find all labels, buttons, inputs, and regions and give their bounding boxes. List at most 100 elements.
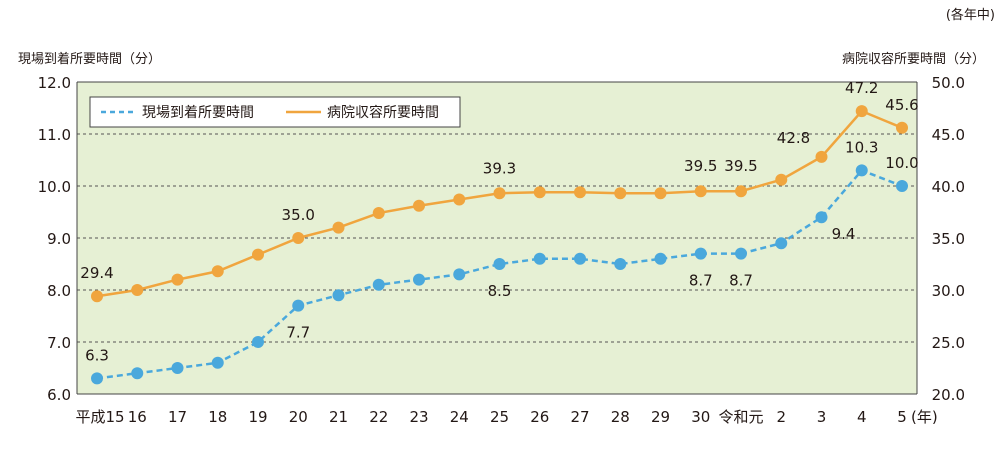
y-tick-right: 40.0 [932,178,965,196]
y-tick-right: 50.0 [932,74,965,92]
data-point-hospital [131,284,144,296]
data-labels: 6.3 7.7 8.5 8.7 8.7 9.4 10.3 10.0 29.4 35.0 39.3 39… [80,79,918,364]
x-tick-label: 16 [128,408,147,426]
data-label-hospital: 47.2 [845,79,878,97]
data-point-arrival [614,258,627,270]
x-tick-label: 平成15 [75,408,124,426]
data-point-hospital [896,121,908,134]
data-point-arrival [775,237,788,250]
data-point-hospital [413,199,425,212]
data-label-arrival: 9.4 [832,225,856,243]
x-tick-label: 20 [289,408,308,426]
y-axis-right-title: 病院収容所要時間（分） [842,51,985,67]
data-label-arrival: 8.7 [729,272,753,290]
data-point-hospital [694,185,707,198]
data-point-arrival [533,252,546,265]
data-label-hospital: 42.8 [777,129,810,147]
data-point-hospital [855,105,868,118]
data-point-arrival [735,247,747,260]
data-point-hospital [533,186,546,199]
chart-note: (各年中) [946,7,995,23]
y-tick-left: 10.0 [38,178,71,196]
x-tick-label: 29 [651,408,670,426]
y-tick-left: 7.0 [47,334,71,352]
data-point-arrival [211,356,224,369]
data-point-arrival [855,164,868,177]
x-tick-label: 18 [208,408,227,426]
legend: 現場到着所要時間 病院収容所要時間 [89,96,461,128]
data-point-hospital [372,207,385,220]
x-tick-label: 28 [611,408,630,426]
data-point-hospital [493,187,506,200]
y-tick-left: 9.0 [47,230,71,248]
y-tick-left: 6.0 [47,386,71,404]
data-label-arrival: 8.5 [488,282,512,300]
data-label-hospital: 45.6 [885,96,918,114]
data-point-arrival [815,211,828,224]
y-tick-right: 45.0 [932,126,965,144]
data-label-hospital: 39.5 [724,157,757,175]
y-tick-right: 25.0 [932,334,965,352]
data-point-hospital [735,185,747,198]
data-label-hospital: 39.3 [483,159,516,177]
axes: 6.0 7.0 8.0 9.0 10.0 11.0 12.0 20.0 25.0 30.0 35.0… [38,74,965,426]
data-point-arrival [493,258,506,270]
legend-label-arrival: 現場到着所要時間 [142,105,254,121]
x-tick-label: 30 [691,408,710,426]
data-point-arrival [654,252,667,265]
data-point-hospital [574,186,586,199]
data-label-arrival: 8.7 [689,272,713,290]
x-tick-label: 5 [897,408,907,426]
x-tick-label: 26 [530,408,549,426]
data-point-arrival [332,289,345,302]
legend-label-hospital: 病院収容所要時間 [327,104,439,121]
x-tick-label: 27 [570,408,589,426]
x-axis-unit: (年) [911,408,938,426]
y-tick-left: 12.0 [38,74,71,92]
y-tick-right: 20.0 [932,386,965,404]
data-point-hospital [211,265,224,278]
data-point-arrival [292,299,305,312]
x-tick-label: 4 [857,408,867,426]
y-axis-left-title: 現場到着所要時間（分） [18,51,161,67]
data-point-hospital [332,221,345,234]
data-point-arrival [574,252,586,265]
data-label-hospital: 29.4 [80,264,113,282]
data-point-hospital [453,193,466,206]
y-tick-right: 30.0 [932,282,965,300]
data-point-arrival [372,278,385,291]
x-tick-label: 17 [168,408,187,426]
data-point-arrival [413,273,425,286]
y-tick-right: 35.0 [932,230,965,248]
x-tick-label: 24 [450,408,469,426]
data-point-arrival [171,362,184,374]
data-point-arrival [131,367,144,380]
x-tick-label: 3 [817,408,827,426]
data-point-hospital [614,187,627,200]
x-tick-label: 23 [409,408,428,426]
data-point-hospital [654,187,667,200]
data-point-arrival [453,268,466,281]
data-label-arrival: 6.3 [85,346,109,364]
x-tick-label: 19 [248,408,267,426]
data-point-hospital [91,290,103,303]
x-tick-label: 22 [369,408,388,426]
y-tick-left: 8.0 [47,282,71,300]
x-tick-label: 2 [776,408,786,426]
data-point-hospital [775,173,788,186]
series [91,105,908,385]
grid-lines [77,133,917,343]
data-point-hospital [292,232,305,244]
data-point-hospital [171,273,184,286]
data-label-arrival: 7.7 [286,324,310,342]
data-label-hospital: 35.0 [282,206,315,224]
data-label-arrival: 10.0 [885,154,918,172]
data-point-hospital [815,150,828,163]
x-tick-label: 25 [490,408,509,426]
y-tick-left: 11.0 [38,126,71,144]
data-point-hospital [252,248,264,261]
x-tick-label: 21 [329,408,348,426]
data-point-arrival [896,180,908,192]
